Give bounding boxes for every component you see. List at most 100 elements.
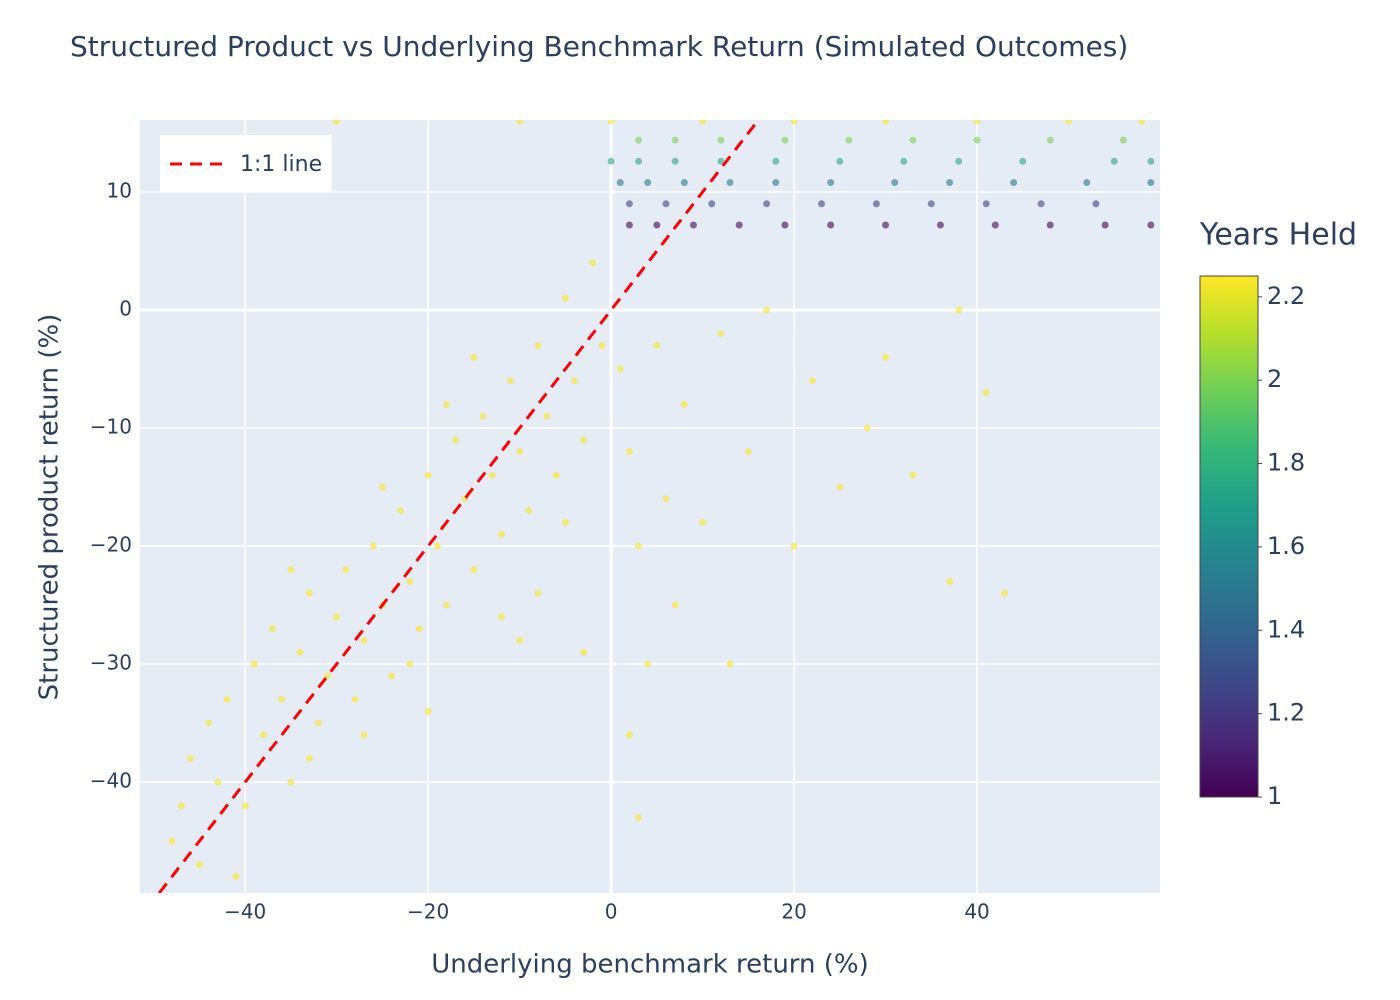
- legend-label: 1:1 line: [240, 152, 322, 177]
- point: [534, 589, 542, 597]
- point: [845, 136, 853, 144]
- point: [1147, 221, 1155, 229]
- y-tick-label: −20: [90, 533, 132, 557]
- point: [369, 542, 377, 550]
- point: [488, 471, 496, 479]
- point: [1000, 589, 1008, 597]
- point: [287, 778, 295, 786]
- point: [324, 672, 332, 680]
- point: [973, 136, 981, 144]
- colorbar-tick-label: 1.8: [1267, 449, 1305, 477]
- point: [1037, 200, 1045, 208]
- point: [296, 648, 304, 656]
- point: [424, 707, 432, 715]
- x-axis-title: Underlying benchmark return (%): [431, 950, 869, 980]
- point: [763, 306, 771, 314]
- point: [735, 221, 743, 229]
- point: [516, 636, 524, 644]
- point: [635, 157, 643, 165]
- point: [342, 566, 350, 574]
- point: [195, 861, 203, 869]
- point: [680, 179, 688, 187]
- point: [406, 577, 414, 585]
- point: [351, 695, 359, 703]
- point: [287, 566, 295, 574]
- point: [598, 341, 606, 349]
- colorbar-title: Years Held: [1199, 218, 1357, 253]
- point: [452, 436, 460, 444]
- y-tick-label: −30: [90, 651, 132, 675]
- point: [580, 648, 588, 656]
- point: [863, 424, 871, 432]
- point: [543, 412, 551, 420]
- x-tick-label: 0: [605, 900, 618, 924]
- colorbar-tick-label: 2.2: [1267, 282, 1305, 310]
- point: [882, 120, 890, 125]
- point: [1046, 221, 1054, 229]
- point: [1092, 200, 1100, 208]
- point: [955, 306, 963, 314]
- point: [1046, 136, 1054, 144]
- point: [442, 601, 450, 609]
- point: [900, 157, 908, 165]
- point: [882, 221, 890, 229]
- point: [607, 157, 615, 165]
- point: [635, 136, 643, 144]
- point: [662, 200, 670, 208]
- point: [516, 448, 524, 456]
- point: [433, 542, 441, 550]
- colorbar: [1199, 275, 1259, 798]
- point: [827, 221, 835, 229]
- point: [415, 625, 423, 633]
- point: [360, 731, 368, 739]
- point: [406, 660, 414, 668]
- point: [378, 483, 386, 491]
- point: [305, 589, 313, 597]
- point: [790, 542, 798, 550]
- point: [1147, 179, 1155, 187]
- point: [699, 518, 707, 526]
- point: [205, 719, 213, 727]
- point: [744, 448, 752, 456]
- point: [616, 179, 624, 187]
- point: [772, 157, 780, 165]
- point: [397, 507, 405, 515]
- point: [726, 660, 734, 668]
- point: [625, 221, 633, 229]
- y-tick-label: −10: [90, 415, 132, 439]
- point: [241, 802, 249, 810]
- point: [635, 813, 643, 821]
- point: [607, 120, 615, 125]
- point: [552, 471, 560, 479]
- plot-area: [140, 120, 1160, 893]
- x-tick-label: −40: [224, 900, 266, 924]
- point: [717, 157, 725, 165]
- point: [314, 719, 322, 727]
- point: [653, 341, 661, 349]
- point: [936, 221, 944, 229]
- point: [653, 221, 661, 229]
- point: [946, 577, 954, 585]
- point: [625, 731, 633, 739]
- point: [214, 778, 222, 786]
- point: [1101, 221, 1109, 229]
- point: [333, 120, 341, 125]
- point: [671, 601, 679, 609]
- point: [470, 353, 478, 361]
- point: [644, 660, 652, 668]
- x-tick-label: −20: [407, 900, 449, 924]
- point: [1065, 120, 1073, 125]
- point: [836, 483, 844, 491]
- point: [250, 660, 258, 668]
- colorbar-tick-label: 1: [1267, 782, 1282, 810]
- point: [616, 365, 624, 373]
- x-tick-label: 20: [781, 900, 806, 924]
- point: [708, 200, 716, 208]
- point: [1119, 136, 1127, 144]
- y-tick-label: 10: [107, 178, 132, 202]
- point: [223, 695, 231, 703]
- point: [580, 436, 588, 444]
- point: [1010, 179, 1018, 187]
